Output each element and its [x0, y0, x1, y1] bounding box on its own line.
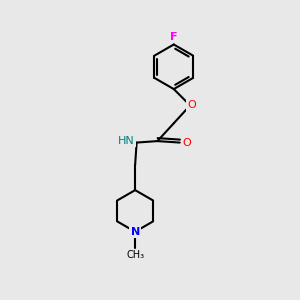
Text: N: N [130, 227, 140, 237]
Text: HN: HN [118, 136, 135, 146]
Text: CH₃: CH₃ [126, 250, 144, 260]
Text: O: O [182, 138, 190, 148]
Text: O: O [187, 100, 196, 110]
Text: F: F [170, 32, 178, 42]
